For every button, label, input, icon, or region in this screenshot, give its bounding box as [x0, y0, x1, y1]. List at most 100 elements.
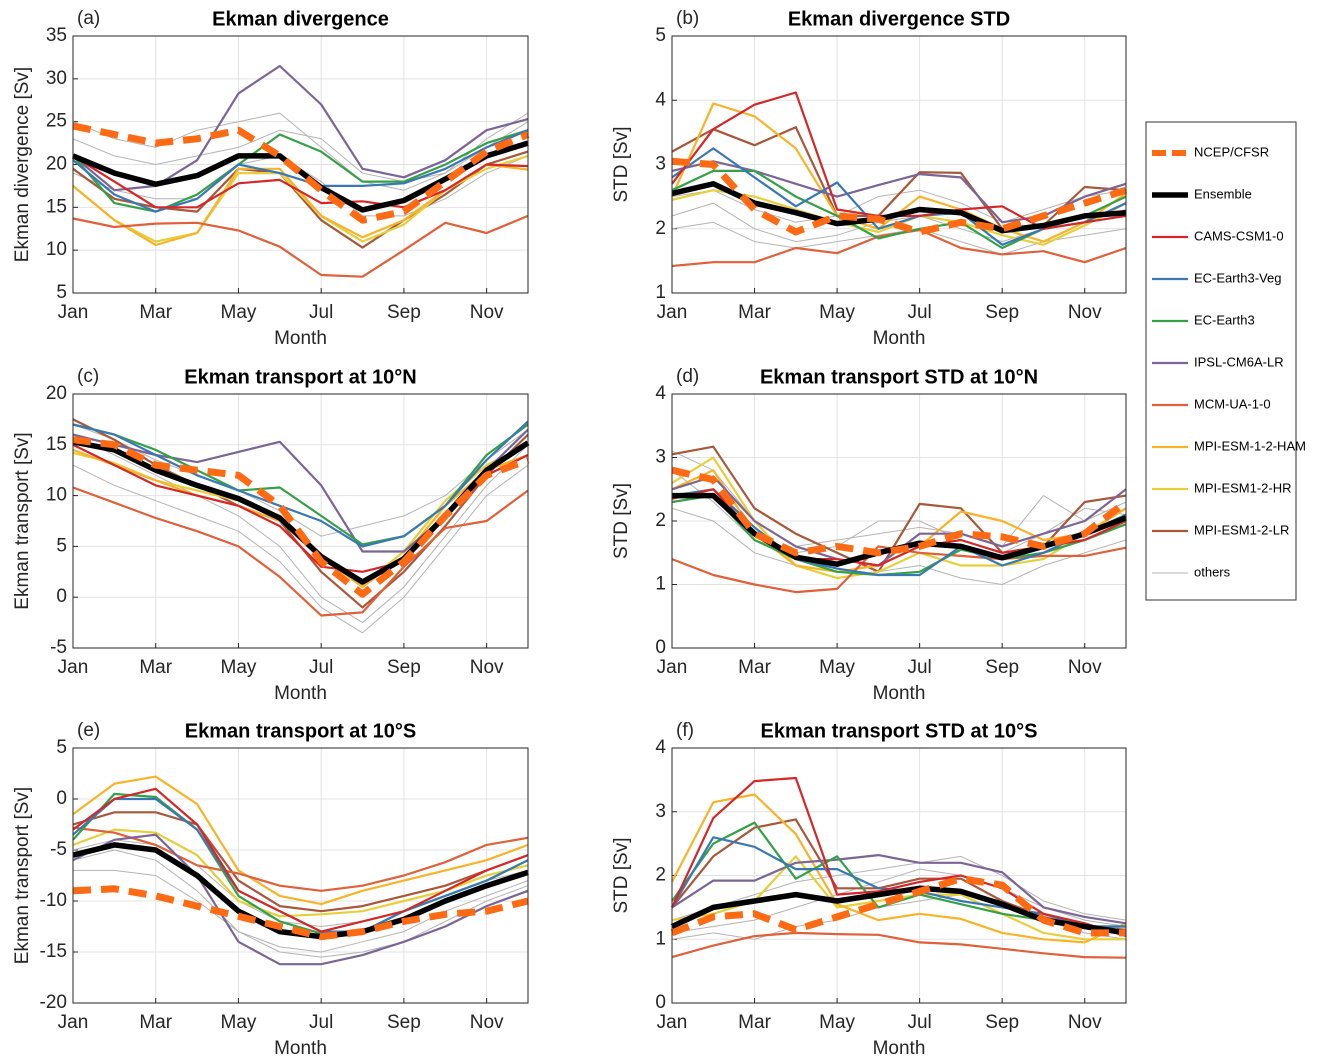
y-axis-label: STD [Sv]: [611, 483, 632, 559]
y-tick-label: 20: [46, 383, 67, 404]
chart-title: Ekman transport at 10°N: [184, 366, 417, 388]
x-tick-label: Jul: [907, 1012, 931, 1033]
series-line: [73, 869, 529, 958]
y-tick-label: 5: [56, 282, 67, 303]
series-line: [72, 833, 529, 966]
y-tick-label: 30: [46, 68, 67, 89]
series-line: [72, 486, 529, 617]
series-line: [671, 776, 1127, 938]
y-axis-label: STD [Sv]: [611, 126, 632, 202]
x-tick-label: May: [819, 302, 855, 323]
y-tick-label: 35: [46, 25, 67, 46]
legend-label: Ensemble: [1194, 186, 1252, 201]
x-tick-label: May: [221, 1012, 257, 1033]
panel-label: (c): [77, 366, 99, 387]
y-tick-label: -15: [40, 941, 67, 962]
x-tick-label: Mar: [139, 657, 172, 678]
x-tick-label: Sep: [387, 657, 421, 678]
y-tick-label: -10: [40, 890, 67, 911]
legend-label: CAMS-CSM1-0: [1194, 228, 1284, 243]
y-tick-label: 5: [56, 535, 67, 556]
y-tick-label: 3: [655, 801, 666, 822]
panel-label: (f): [676, 720, 694, 741]
chart-title: Ekman transport STD at 10°S: [761, 720, 1038, 742]
plot-frame: [671, 35, 1127, 294]
y-tick-label: 3: [655, 154, 666, 175]
legend-label: MCM-UA-1-0: [1194, 396, 1271, 411]
x-tick-label: Jul: [907, 657, 931, 678]
y-tick-label: 15: [46, 434, 67, 455]
series-line: [72, 885, 529, 941]
x-tick-label: Sep: [985, 302, 1019, 323]
series-line: [671, 157, 1128, 236]
x-tick-label: Jan: [58, 657, 89, 678]
plot-frame: [72, 35, 529, 294]
x-tick-label: Nov: [470, 302, 504, 323]
chart-title: Ekman transport STD at 10°N: [760, 366, 1038, 388]
x-tick-label: Mar: [738, 657, 771, 678]
series-line: [72, 121, 529, 183]
series-line: [72, 424, 529, 537]
x-tick-label: Mar: [139, 302, 172, 323]
x-tick-label: Jul: [907, 302, 931, 323]
y-tick-label: 15: [46, 196, 67, 217]
x-tick-label: Jan: [657, 302, 688, 323]
y-tick-label: 1: [655, 574, 666, 595]
legend-label: EC-Earth3: [1194, 312, 1255, 327]
panel-label: (d): [676, 366, 699, 387]
y-tick-label: 4: [655, 89, 666, 110]
y-tick-label: 2: [655, 510, 666, 531]
x-tick-label: Jan: [657, 657, 688, 678]
x-tick-label: May: [819, 1012, 855, 1033]
x-tick-label: Sep: [387, 302, 421, 323]
series-line: [671, 931, 1127, 959]
y-axis-label: STD [Sv]: [611, 837, 632, 913]
series-line: [72, 828, 529, 918]
series-line: [72, 112, 529, 191]
series-line: [72, 129, 529, 213]
series-line: [671, 466, 1129, 557]
legend-label: NCEP/CFSR: [1194, 144, 1269, 159]
y-tick-label: 4: [655, 737, 666, 758]
series-line: [72, 436, 530, 598]
chart-title: Ekman divergence: [212, 8, 389, 30]
series-line: [671, 855, 1127, 921]
x-tick-label: Nov: [470, 1012, 504, 1033]
x-tick-label: Jul: [309, 302, 333, 323]
y-tick-label: 1: [655, 928, 666, 949]
y-tick-label: 5: [56, 737, 67, 758]
y-tick-label: 5: [655, 25, 666, 46]
x-tick-label: Nov: [1068, 1012, 1102, 1033]
y-tick-label: 10: [46, 485, 67, 506]
series-line: [72, 787, 529, 933]
x-tick-label: Jan: [58, 1012, 89, 1033]
x-tick-label: Sep: [387, 1012, 421, 1033]
x-tick-label: Jul: [309, 657, 333, 678]
legend-label: IPSL-CM6A-LR: [1194, 354, 1284, 369]
plot-frame: [72, 747, 529, 1004]
series-line: [72, 129, 529, 213]
x-axis-label: Month: [873, 683, 926, 704]
panel-label: (b): [676, 8, 699, 29]
y-tick-label: 25: [46, 111, 67, 132]
legend-label: MPI-ESM-1-2-HAM: [1194, 438, 1306, 453]
y-tick-label: 1: [655, 282, 666, 303]
y-tick-label: -5: [50, 637, 67, 658]
x-tick-label: May: [221, 302, 257, 323]
x-axis-label: Month: [274, 328, 327, 349]
x-tick-label: Nov: [1068, 302, 1102, 323]
y-tick-label: 4: [655, 383, 666, 404]
x-axis-label: Month: [274, 1038, 327, 1059]
x-tick-label: Nov: [1068, 657, 1102, 678]
series-line: [72, 122, 530, 224]
y-axis-label: Ekman divergence [Sv]: [12, 67, 33, 262]
series-line: [72, 826, 529, 892]
y-tick-label: 2: [655, 218, 666, 239]
series-line: [671, 793, 1127, 944]
x-axis-label: Month: [274, 683, 327, 704]
x-tick-label: Mar: [738, 1012, 771, 1033]
series-line: [671, 160, 1127, 224]
series-line: [671, 854, 1127, 925]
y-tick-label: 10: [46, 239, 67, 260]
